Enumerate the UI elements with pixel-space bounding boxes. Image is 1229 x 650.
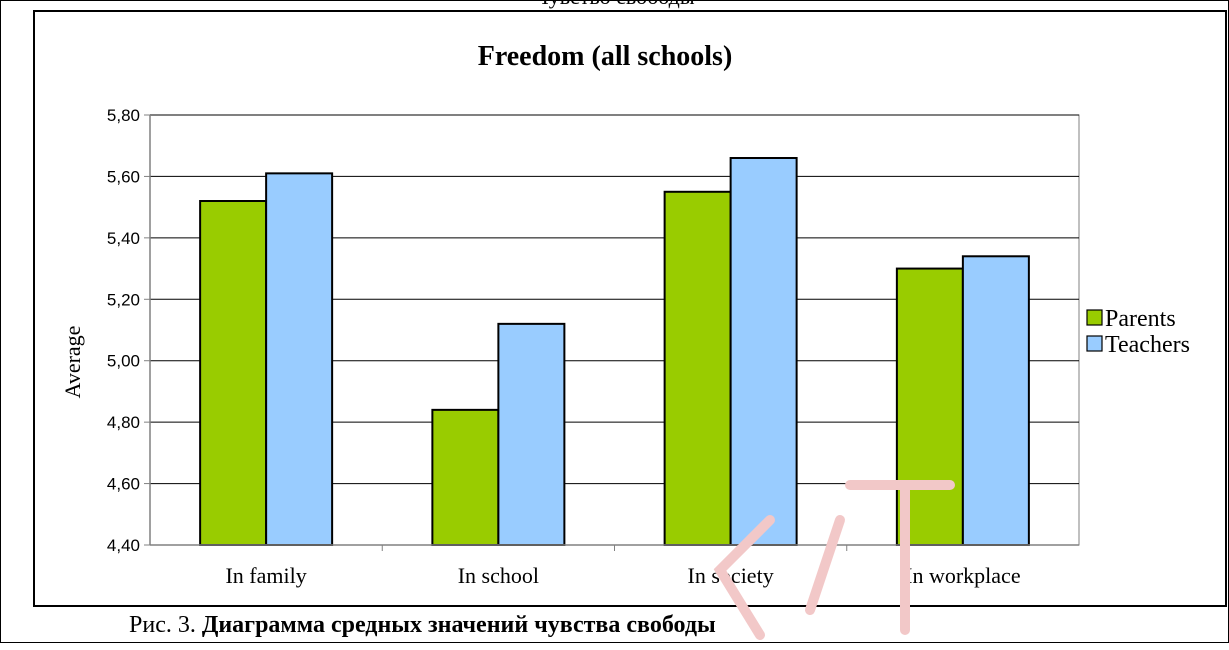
figure-caption-text: Диаграмма средных значений чувства свобо… (201, 612, 716, 638)
bar-chart: Freedom (all schools) 4,40 4,60 4,80 5,00 5,… (60, 41, 1190, 588)
chart-container: Freedom (all schools) 4,40 4,60 4,80 5,00 5,… (33, 10, 1227, 607)
bar-teachers (729, 157, 798, 546)
legend-swatch-teachers (1086, 335, 1103, 352)
bars (199, 157, 1030, 547)
x-tick-label: In school (458, 563, 539, 588)
legend-label-parents: Parents (1105, 306, 1176, 332)
figure-caption: Рис. 3. Диаграмма средных значений чувст… (129, 611, 716, 639)
bar-parents (895, 267, 964, 546)
y-tick-label: 5,00 (107, 352, 140, 371)
x-tick-label: In society (688, 563, 774, 588)
y-tick-label: 5,40 (107, 229, 140, 248)
x-tick-label: In workplace (905, 563, 1020, 588)
y-tick-label: 5,20 (107, 290, 140, 309)
y-tick-label: 4,80 (107, 413, 140, 432)
bar-parents (199, 200, 268, 546)
legend-label-teachers: Teachers (1105, 332, 1190, 358)
y-tick-label: 4,60 (107, 475, 140, 494)
chart-title: Freedom (all schools) (478, 41, 733, 72)
legend-swatch-parents (1086, 309, 1103, 326)
bar-teachers (961, 255, 1030, 547)
bar-parents (431, 408, 500, 546)
figure-number: Рис. 3. (129, 612, 196, 638)
top-caption: Чувство свободы (0, 0, 1229, 10)
axes: 4,40 4,60 4,80 5,00 5,20 5,40 5,60 5,80 In famil… (107, 106, 1079, 588)
y-axis-label: Average (60, 326, 85, 399)
bar-teachers (265, 172, 334, 546)
y-tick-label: 5,60 (107, 167, 140, 186)
bar-teachers (497, 322, 566, 546)
x-tick-label: In family (225, 563, 306, 588)
y-tick-label: 4,40 (107, 536, 140, 555)
bar-parents (663, 190, 732, 547)
y-tick-label: 5,80 (107, 106, 140, 125)
